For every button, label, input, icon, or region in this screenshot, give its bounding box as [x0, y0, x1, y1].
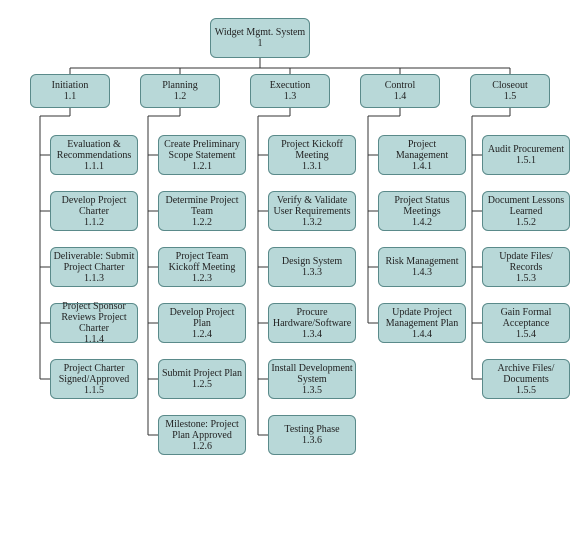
item-4-0-title: Audit Procurement: [488, 144, 564, 155]
phase-2: Execution1.3: [250, 74, 330, 108]
item-4-1-title: Document Lessons Learned: [485, 195, 567, 217]
item-1-5-title: Milestone: Project Plan Approved: [161, 419, 243, 441]
item-2-4-title: Install Development System: [271, 363, 353, 385]
item-0-2-title: Deliverable: Submit Project Charter: [53, 251, 135, 273]
item-3-3-title: Update Project Management Plan: [381, 307, 463, 329]
item-0-0: Evaluation & Recommendations1.1.1: [50, 135, 138, 175]
item-0-1-title: Develop Project Charter: [53, 195, 135, 217]
item-2-5: Testing Phase1.3.6: [268, 415, 356, 455]
item-4-2-code: 1.5.3: [516, 273, 536, 284]
phase-3: Control1.4: [360, 74, 440, 108]
item-1-3-title: Develop Project Plan: [161, 307, 243, 329]
item-2-2: Design System1.3.3: [268, 247, 356, 287]
item-4-2: Update Files/ Records1.5.3: [482, 247, 570, 287]
item-1-2-title: Project Team Kickoff Meeting: [161, 251, 243, 273]
item-0-4: Project Charter Signed/Approved1.1.5: [50, 359, 138, 399]
item-3-0: Project Management1.4.1: [378, 135, 466, 175]
phase-1-title: Planning: [162, 80, 198, 91]
item-3-2-code: 1.4.3: [412, 267, 432, 278]
item-2-5-title: Testing Phase: [284, 424, 339, 435]
item-1-2: Project Team Kickoff Meeting1.2.3: [158, 247, 246, 287]
item-2-1-code: 1.3.2: [302, 217, 322, 228]
item-1-5: Milestone: Project Plan Approved1.2.6: [158, 415, 246, 455]
item-1-1-code: 1.2.2: [192, 217, 212, 228]
item-4-0-code: 1.5.1: [516, 155, 536, 166]
item-2-0: Project Kickoff Meeting1.3.1: [268, 135, 356, 175]
item-4-3: Gain Formal Acceptance1.5.4: [482, 303, 570, 343]
item-1-4-code: 1.2.5: [192, 379, 212, 390]
item-3-0-code: 1.4.1: [412, 161, 432, 172]
item-0-4-code: 1.1.5: [84, 385, 104, 396]
item-1-1-title: Determine Project Team: [161, 195, 243, 217]
item-2-5-code: 1.3.6: [302, 435, 322, 446]
item-4-4: Archive Files/ Documents1.5.5: [482, 359, 570, 399]
item-3-1: Project Status Meetings1.4.2: [378, 191, 466, 231]
item-2-0-title: Project Kickoff Meeting: [271, 139, 353, 161]
root-node-title: Widget Mgmt. System: [215, 27, 305, 38]
phase-1: Planning1.2: [140, 74, 220, 108]
item-4-1: Document Lessons Learned1.5.2: [482, 191, 570, 231]
phase-2-code: 1.3: [284, 91, 297, 102]
item-0-1-code: 1.1.2: [84, 217, 104, 228]
item-4-2-title: Update Files/ Records: [485, 251, 567, 273]
item-2-3-code: 1.3.4: [302, 329, 322, 340]
item-0-1: Develop Project Charter1.1.2: [50, 191, 138, 231]
item-4-3-title: Gain Formal Acceptance: [485, 307, 567, 329]
wbs-canvas: Widget Mgmt. System1 Initiation1.1 Evaluat…: [0, 0, 580, 550]
item-0-2-code: 1.1.3: [84, 273, 104, 284]
phase-0: Initiation1.1: [30, 74, 110, 108]
item-2-2-title: Design System: [282, 256, 342, 267]
item-1-0: Create Preliminary Scope Statement1.2.1: [158, 135, 246, 175]
item-0-2: Deliverable: Submit Project Charter1.1.3: [50, 247, 138, 287]
item-1-4-title: Submit Project Plan: [162, 368, 242, 379]
item-3-3-code: 1.4.4: [412, 329, 432, 340]
item-0-4-title: Project Charter Signed/Approved: [53, 363, 135, 385]
item-1-0-title: Create Preliminary Scope Statement: [161, 139, 243, 161]
item-3-2: Risk Management1.4.3: [378, 247, 466, 287]
item-2-2-code: 1.3.3: [302, 267, 322, 278]
item-4-4-code: 1.5.5: [516, 385, 536, 396]
phase-1-code: 1.2: [174, 91, 187, 102]
item-3-1-title: Project Status Meetings: [381, 195, 463, 217]
root-node: Widget Mgmt. System1: [210, 18, 310, 58]
phase-0-title: Initiation: [52, 80, 89, 91]
item-3-2-title: Risk Management: [385, 256, 458, 267]
item-2-4-code: 1.3.5: [302, 385, 322, 396]
phase-3-code: 1.4: [394, 91, 407, 102]
item-0-0-title: Evaluation & Recommendations: [53, 139, 135, 161]
item-1-3-code: 1.2.4: [192, 329, 212, 340]
item-0-3-title: Project Sponsor Reviews Project Charter: [53, 301, 135, 334]
item-2-3-title: Procure Hardware/Software: [271, 307, 353, 329]
phase-4: Closeout1.5: [470, 74, 550, 108]
item-4-0: Audit Procurement1.5.1: [482, 135, 570, 175]
item-2-1-title: Verify & Validate User Requirements: [271, 195, 353, 217]
item-1-3: Develop Project Plan1.2.4: [158, 303, 246, 343]
item-1-0-code: 1.2.1: [192, 161, 212, 172]
item-4-4-title: Archive Files/ Documents: [485, 363, 567, 385]
phase-4-code: 1.5: [504, 91, 517, 102]
phase-3-title: Control: [385, 80, 416, 91]
item-3-3: Update Project Management Plan1.4.4: [378, 303, 466, 343]
item-2-0-code: 1.3.1: [302, 161, 322, 172]
item-1-1: Determine Project Team1.2.2: [158, 191, 246, 231]
item-0-3: Project Sponsor Reviews Project Charter1…: [50, 303, 138, 343]
item-1-2-code: 1.2.3: [192, 273, 212, 284]
item-3-1-code: 1.4.2: [412, 217, 432, 228]
item-1-5-code: 1.2.6: [192, 441, 212, 452]
phase-4-title: Closeout: [492, 80, 528, 91]
item-2-3: Procure Hardware/Software1.3.4: [268, 303, 356, 343]
item-2-4: Install Development System1.3.5: [268, 359, 356, 399]
phase-0-code: 1.1: [64, 91, 77, 102]
item-3-0-title: Project Management: [381, 139, 463, 161]
item-0-3-code: 1.1.4: [84, 334, 104, 345]
item-1-4: Submit Project Plan1.2.5: [158, 359, 246, 399]
item-0-0-code: 1.1.1: [84, 161, 104, 172]
item-4-3-code: 1.5.4: [516, 329, 536, 340]
item-2-1: Verify & Validate User Requirements1.3.2: [268, 191, 356, 231]
item-4-1-code: 1.5.2: [516, 217, 536, 228]
phase-2-title: Execution: [270, 80, 311, 91]
root-node-code: 1: [258, 38, 263, 49]
